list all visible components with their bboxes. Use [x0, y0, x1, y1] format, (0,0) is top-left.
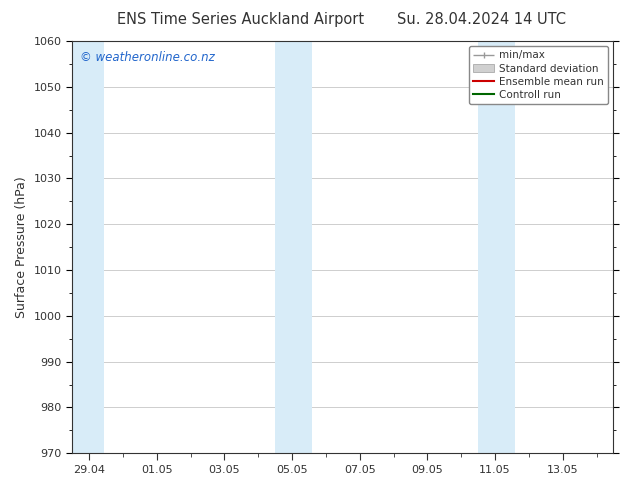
Text: Su. 28.04.2024 14 UTC: Su. 28.04.2024 14 UTC — [398, 12, 566, 27]
Text: ENS Time Series Auckland Airport: ENS Time Series Auckland Airport — [117, 12, 365, 27]
Bar — [275, 41, 295, 453]
Bar — [498, 41, 515, 453]
Y-axis label: Surface Pressure (hPa): Surface Pressure (hPa) — [15, 176, 28, 318]
Bar — [72, 41, 104, 453]
Text: © weatheronline.co.nz: © weatheronline.co.nz — [81, 51, 215, 64]
Bar — [295, 41, 313, 453]
Bar — [478, 41, 498, 453]
Legend: min/max, Standard deviation, Ensemble mean run, Controll run: min/max, Standard deviation, Ensemble me… — [469, 46, 608, 104]
